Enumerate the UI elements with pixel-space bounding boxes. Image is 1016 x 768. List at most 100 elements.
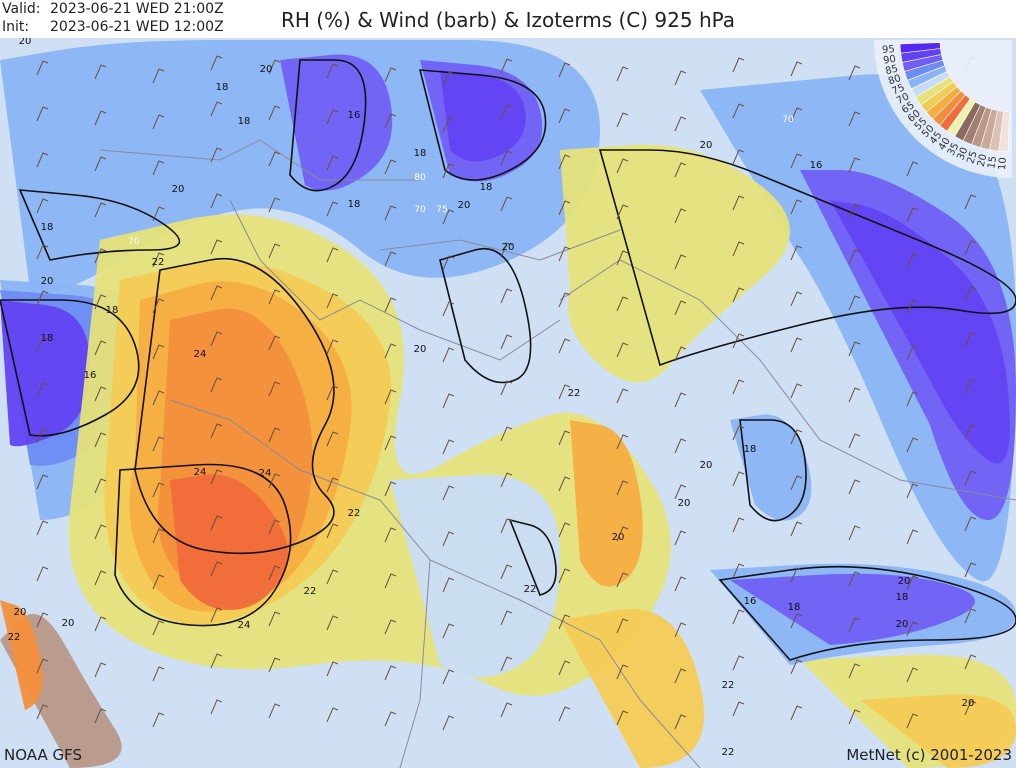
wind-barb: [732, 563, 745, 579]
header: Valid: 2023-06-21 WED 21:00Z Init: 2023-…: [0, 0, 1016, 38]
wind-barb: [674, 714, 687, 730]
wind-barb: [268, 657, 281, 673]
wind-barb: [732, 241, 745, 257]
wind-barb: [500, 150, 513, 166]
isotherm-label: 70: [782, 115, 794, 125]
isotherm-label: 80: [414, 173, 426, 183]
wind-barb: [210, 239, 223, 255]
wind-barb: [674, 300, 687, 316]
wind-barb: [500, 288, 513, 304]
wind-barb: [732, 655, 745, 671]
rh-region: [0, 600, 43, 710]
wind-barb: [384, 665, 397, 681]
wind-barb: [210, 285, 223, 301]
wind-barb: [268, 381, 281, 397]
isotherm-label: 24: [194, 349, 207, 360]
isotherm-label: 20: [700, 140, 713, 151]
wind-barb: [36, 198, 49, 214]
wind-barb: [848, 709, 861, 725]
isotherm-label: 22: [304, 586, 317, 597]
isotherm-line: [718, 565, 1016, 661]
wind-barb: [790, 429, 803, 445]
isotherm-label: 20: [700, 460, 713, 471]
isotherm-contours: [0, 59, 1016, 661]
wind-barb: [906, 575, 919, 591]
wind-barb: [616, 388, 629, 404]
wind-barb: [384, 251, 397, 267]
wind-barb: [906, 529, 919, 545]
wind-barb: [36, 152, 49, 168]
wind-barb: [848, 387, 861, 403]
wind-barb: [500, 426, 513, 442]
rh-region: [0, 300, 90, 447]
wind-barb: [442, 669, 455, 685]
wind-barb: [848, 249, 861, 265]
wind-barb: [210, 699, 223, 715]
wind-barb: [964, 654, 977, 670]
wind-barb: [384, 67, 397, 83]
wind-barb: [326, 431, 339, 447]
wind-barb: [558, 476, 571, 492]
wind-barb: [94, 64, 107, 80]
wind-barb: [384, 619, 397, 635]
country-borders: [99, 139, 1016, 768]
wind-barb: [964, 608, 977, 624]
isotherm-label: 16: [348, 110, 361, 121]
wind-barb: [500, 472, 513, 488]
wind-barb: [906, 345, 919, 361]
wind-barb: [674, 208, 687, 224]
wind-barb: [152, 298, 165, 314]
wind-barb: [210, 423, 223, 439]
wind-barb: [616, 710, 629, 726]
wind-barb: [848, 111, 861, 127]
wind-barb: [674, 530, 687, 546]
wind-barb: [616, 112, 629, 128]
wind-barb: [210, 469, 223, 485]
isotherm-label: 18: [896, 592, 909, 603]
wind-barb: [326, 109, 339, 125]
wind-barb: [94, 708, 107, 724]
isotherm-label: 18: [41, 222, 54, 233]
legend-level-label: 75: [890, 82, 906, 97]
wind-barb: [848, 295, 861, 311]
wind-barb: [500, 242, 513, 258]
isotherm-labels: 20 20 18 18 16 18 18 20 20 18 18 16 20 20 22 20 18 18 16 24…: [8, 38, 975, 758]
wind-barb: [442, 163, 455, 179]
isotherm-label: 16: [84, 370, 97, 381]
wind-barb: [964, 424, 977, 440]
wind-barb: [210, 101, 223, 117]
wind-barb: [326, 293, 339, 309]
isotherm-label: 70: [128, 237, 140, 247]
wind-barb: [210, 147, 223, 163]
wind-barb: [210, 55, 223, 71]
wind-barb: [732, 103, 745, 119]
legend-level-label: 35: [946, 141, 962, 157]
init-time: 2023-06-21 WED 12:00Z: [50, 19, 224, 35]
rh-wind-isotherm-map: 20 20 18 18 16 18 18 20 20 18 18 16 20 20 22 20 18 18 16 24…: [0, 38, 1016, 768]
wind-barb: [210, 561, 223, 577]
wind-barb: [848, 65, 861, 81]
wind-barb: [616, 204, 629, 220]
rh-region: [730, 573, 975, 645]
wind-barb: [442, 577, 455, 593]
wind-barb: [500, 702, 513, 718]
isotherm-label: 24: [194, 467, 207, 478]
wind-barb: [326, 661, 339, 677]
wind-barb: [964, 470, 977, 486]
wind-barb: [964, 562, 977, 578]
wind-barb: [384, 159, 397, 175]
wind-barb: [94, 110, 107, 126]
border-line: [399, 559, 431, 768]
legend-swatch: [998, 111, 1010, 153]
wind-barb: [326, 385, 339, 401]
isotherm-line: [739, 419, 807, 522]
wind-barb: [674, 70, 687, 86]
wind-barb: [558, 706, 571, 722]
wind-barb: [964, 194, 977, 210]
wind-barb: [326, 707, 339, 723]
isotherm-label: 24: [259, 468, 272, 479]
wind-barb: [152, 712, 165, 728]
wind-barb: [384, 297, 397, 313]
wind-barb: [906, 207, 919, 223]
